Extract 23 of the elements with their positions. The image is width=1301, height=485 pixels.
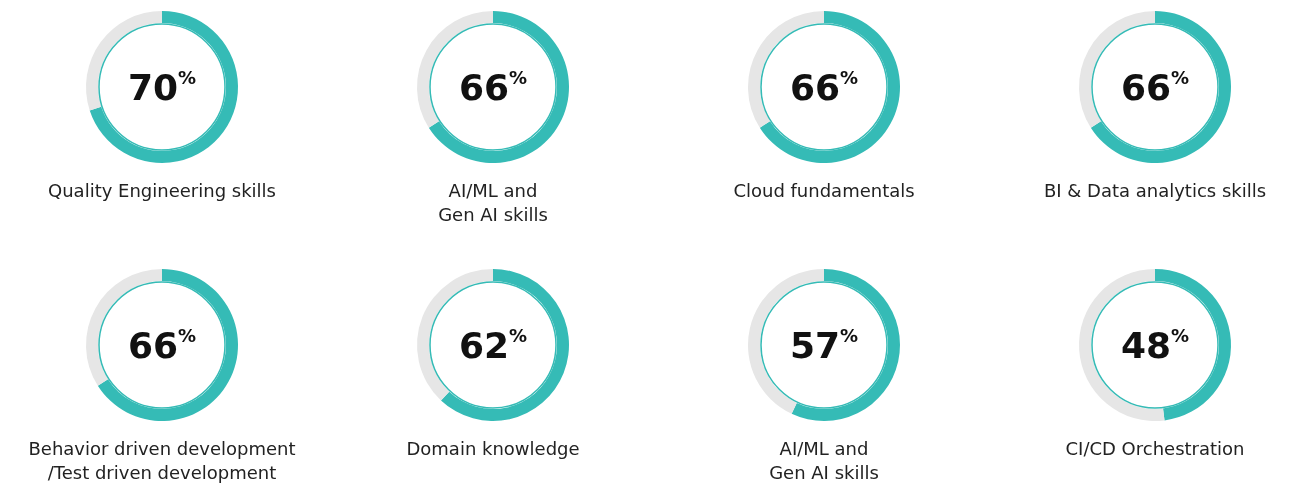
data-label: 66$^{%}$ bbox=[1120, 66, 1190, 108]
donut-slice bbox=[97, 269, 238, 421]
text: Quality Engineering skills bbox=[48, 180, 276, 201]
data-label: 70$^{%}$ bbox=[127, 66, 197, 108]
data-label: 66$^{%}$ bbox=[458, 66, 528, 108]
donut-slice bbox=[1090, 11, 1231, 163]
donut-slice bbox=[440, 269, 569, 421]
text: AI/ML and Gen AI skills bbox=[769, 438, 879, 483]
text: Behavior driven development /Test driven development bbox=[28, 438, 296, 483]
data-label: 57$^{%}$ bbox=[789, 324, 859, 366]
text: CI/CD Orchestration bbox=[1065, 438, 1245, 459]
text: Domain knowledge bbox=[406, 438, 580, 459]
donut-slice bbox=[89, 11, 238, 163]
text: AI/ML and Gen AI skills bbox=[438, 180, 548, 225]
data-label: 66$^{%}$ bbox=[789, 66, 859, 108]
data-label: 66$^{%}$ bbox=[127, 324, 197, 366]
donut-slice bbox=[428, 11, 569, 163]
donut-slice bbox=[759, 11, 900, 163]
data-label: 62$^{%}$ bbox=[458, 324, 528, 366]
donut-slice bbox=[791, 269, 900, 421]
text: Cloud fundamentals bbox=[733, 180, 915, 201]
data-label: 48$^{%}$ bbox=[1120, 324, 1190, 366]
text: BI & Data analytics skills bbox=[1043, 180, 1267, 201]
